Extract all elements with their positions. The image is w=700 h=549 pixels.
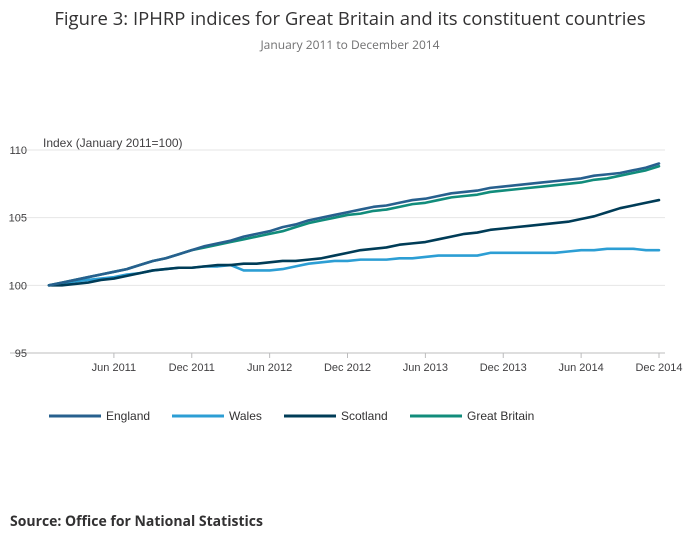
series-lines (47, 162, 661, 287)
legend-label-england[interactable]: England (106, 409, 150, 423)
legend-label-scotland[interactable]: Scotland (341, 409, 388, 423)
source-note: Source: Office for National Statistics (10, 512, 263, 531)
y-axis-ticks: 95 100 105 110 (9, 145, 27, 360)
legend: England Wales Scotland Great Britain (49, 409, 534, 423)
x-tick-label: Jun 2011 (92, 362, 136, 374)
series-line-great-britain[interactable] (47, 164, 661, 287)
series-line-england[interactable] (47, 162, 661, 287)
y-tick-label: 100 (9, 280, 27, 292)
legend-label-wales[interactable]: Wales (229, 409, 262, 423)
series-line-scotland[interactable] (47, 198, 661, 287)
y-tick-label: 95 (15, 348, 27, 360)
x-axis: Jun 2011 Dec 2011 Jun 2012 Dec 2012 Jun 2013… (92, 353, 683, 374)
gridlines (10, 149, 665, 354)
legend-label-great-britain[interactable]: Great Britain (467, 409, 534, 423)
x-tick-label: Jun 2013 (403, 362, 448, 374)
x-tick-label: Dec 2011 (169, 362, 215, 374)
x-tick-label: Dec 2013 (480, 362, 527, 374)
y-tick-label: 110 (9, 145, 27, 157)
x-tick-label: Dec 2014 (635, 362, 682, 374)
x-tick-label: Dec 2012 (324, 362, 371, 374)
chart-subtitle: January 2011 to December 2014 (260, 36, 440, 53)
x-tick-label: Jun 2014 (558, 362, 603, 374)
series-line-wales[interactable] (47, 247, 661, 287)
chart-title: Figure 3: IPHRP indices for Great Britai… (54, 6, 646, 31)
y-tick-label: 105 (9, 213, 27, 225)
x-tick-label: Jun 2012 (247, 362, 292, 374)
y-axis-label: Index (January 2011=100) (43, 136, 183, 150)
